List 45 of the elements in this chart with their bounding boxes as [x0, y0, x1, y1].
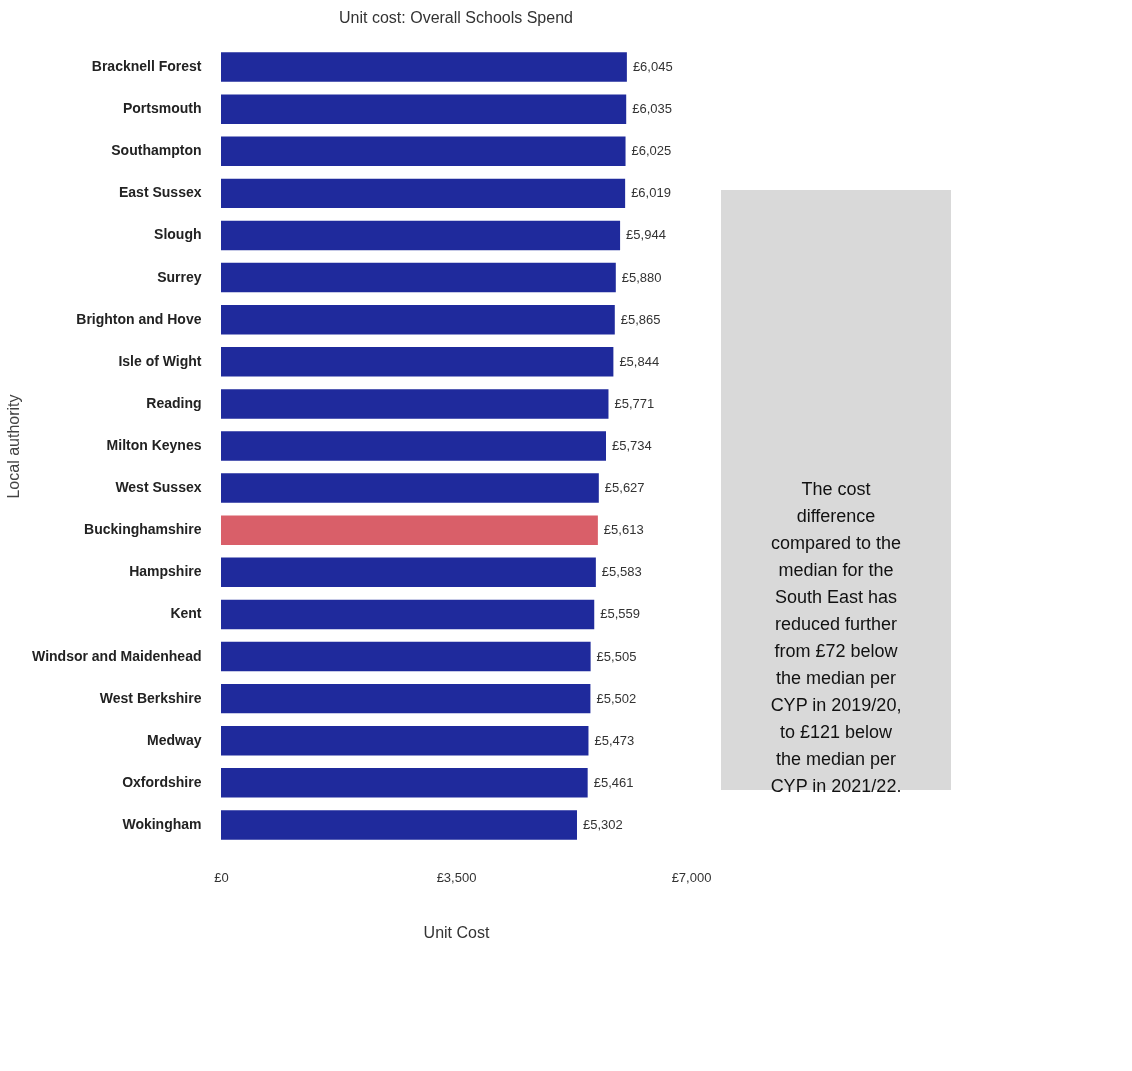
text: The cost difference compared to the median for the South East has reduced further from £72 below the median per CYP in 2019/20, to £121 below the median per CYP in 2021/22. — [770, 479, 902, 796]
data-label: £5,461 — [593, 774, 634, 790]
data-label: £5,880 — [621, 269, 662, 285]
y-axis-title: Local authority — [5, 394, 23, 499]
y-tick-label: Isle of Wight — [118, 352, 202, 369]
y-tick-label: Slough — [154, 226, 202, 243]
x-tick-label: £0 — [214, 869, 229, 885]
y-tick-label: Kent — [170, 605, 202, 622]
y-tick-label: Brighton and Hove — [76, 310, 202, 327]
data-label: £5,734 — [612, 438, 652, 453]
y-tick-label: Bracknell Forest — [91, 58, 202, 75]
data-label: £6,025 — [631, 143, 672, 159]
y-tick-label: West Berkshire — [99, 689, 202, 706]
data-label: £5,844 — [619, 353, 660, 369]
data-label: £5,944 — [626, 227, 666, 243]
chart-title: Unit cost: Overall Schools Spend — [339, 9, 573, 26]
data-label: £5,502 — [596, 690, 637, 706]
y-tick-label: Wokingham — [122, 815, 202, 832]
data-label: £5,865 — [620, 311, 661, 327]
y-tick-label: Medway — [147, 731, 202, 748]
data-label: £5,613 — [603, 522, 644, 538]
data-label: £5,505 — [596, 648, 637, 664]
data-label: £5,559 — [600, 606, 641, 622]
data-label: £6,035 — [632, 101, 672, 117]
y-tick-label: Surrey — [157, 268, 202, 285]
data-label: £5,473 — [594, 732, 635, 748]
y-tick-label: Oxfordshire — [122, 773, 202, 790]
y-tick-label: Southampton — [111, 142, 202, 159]
y-tick-label: Reading — [146, 394, 202, 411]
data-label: £6,045 — [632, 59, 673, 75]
x-axis-title: Unit Cost — [423, 923, 490, 941]
y-tick-label: Hampshire — [129, 563, 202, 580]
y-tick-label: Portsmouth — [122, 100, 202, 117]
data-label: £5,583 — [601, 564, 642, 580]
data-label: £6,019 — [631, 185, 671, 201]
data-label: £5,302 — [582, 816, 623, 832]
y-tick-label: Buckinghamshire — [84, 521, 202, 538]
y-tick-label: Windsor and Maidenhead — [32, 647, 202, 664]
y-tick-label: West Sussex — [115, 479, 202, 496]
x-tick-label: £7,000 — [671, 869, 712, 885]
data-label: £5,771 — [614, 395, 655, 411]
x-tick-label: £3,500 — [436, 869, 477, 885]
y-tick-label: East Sussex — [119, 184, 202, 201]
y-tick-label: Milton Keynes — [106, 437, 202, 453]
data-label: £5,627 — [604, 480, 645, 496]
